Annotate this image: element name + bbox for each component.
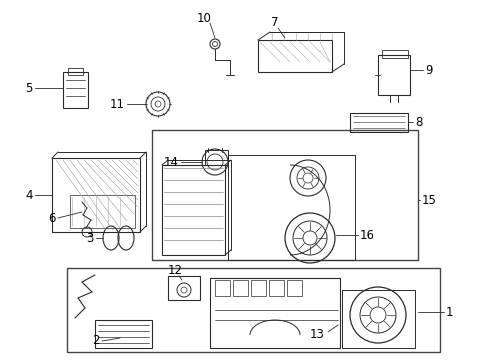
Text: 15: 15 — [421, 194, 436, 207]
Text: 7: 7 — [271, 15, 278, 28]
Text: 12: 12 — [167, 265, 182, 278]
Text: 11: 11 — [110, 98, 125, 111]
Bar — [63, 72, 88, 108]
Bar — [215, 280, 229, 296]
Bar — [381, 50, 407, 58]
Bar — [67, 268, 439, 352]
Text: 16: 16 — [359, 229, 374, 242]
Bar — [168, 276, 200, 300]
Text: 1: 1 — [445, 306, 452, 319]
Bar — [286, 280, 302, 296]
Bar — [68, 68, 83, 75]
Text: 5: 5 — [25, 81, 33, 95]
Text: 13: 13 — [309, 328, 325, 342]
Bar — [250, 280, 265, 296]
Text: 8: 8 — [414, 116, 422, 129]
Bar — [258, 40, 331, 72]
Bar — [232, 280, 247, 296]
Text: 14: 14 — [163, 156, 179, 168]
Text: 9: 9 — [424, 63, 431, 77]
Text: 10: 10 — [196, 12, 211, 24]
Bar — [377, 55, 409, 95]
Bar — [152, 130, 417, 260]
Bar — [227, 155, 354, 260]
Bar — [341, 290, 414, 348]
Text: 4: 4 — [25, 189, 33, 202]
Bar — [204, 150, 227, 165]
Text: 2: 2 — [92, 334, 100, 347]
Text: 6: 6 — [48, 212, 56, 225]
Text: 3: 3 — [86, 231, 94, 244]
Bar — [209, 278, 339, 348]
Bar — [52, 158, 140, 232]
Bar — [162, 165, 224, 255]
Bar — [268, 280, 284, 296]
Bar — [349, 113, 407, 132]
Bar — [70, 195, 135, 228]
Bar — [95, 320, 152, 348]
